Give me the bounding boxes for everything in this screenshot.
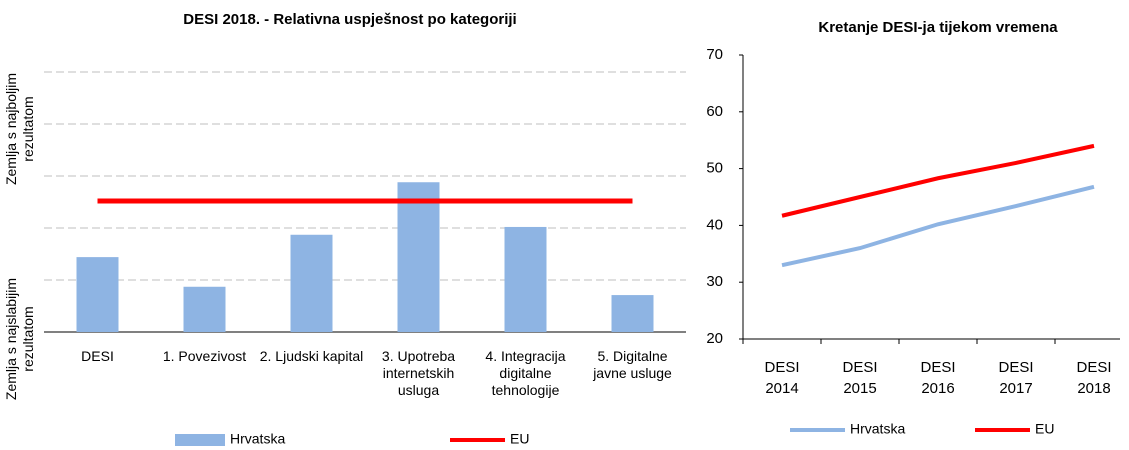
legend-label: Hrvatska <box>230 431 285 447</box>
x-tick-label: DESI <box>81 348 114 364</box>
line <box>781 184 1095 268</box>
x-tick-label: 4. Integracija digitalne tehnologije <box>485 348 566 398</box>
x-tick-label: DESI 2018 <box>1076 359 1112 397</box>
y-tick-label: 20 <box>706 330 723 347</box>
x-tick-label: 2. Ljudski kapital <box>259 348 364 364</box>
line <box>781 143 1095 218</box>
x-tick-label: 1. Povezivost <box>162 348 247 364</box>
x-tick-label: 3. Upotreba internetskih usluga <box>381 348 456 398</box>
bar <box>611 295 654 332</box>
legend-swatch <box>175 434 225 446</box>
y-tick-label: 40 <box>706 216 723 233</box>
x-tick-label: DESI 2017 <box>998 359 1034 397</box>
x-tick-label: DESI 2016 <box>920 359 956 397</box>
legend-label: EU <box>1035 421 1054 437</box>
x-tick-label: DESI 2015 <box>842 359 878 397</box>
bar <box>397 182 440 332</box>
chart-title: Kretanje DESI-ja tijekom vremena <box>818 19 1058 36</box>
x-tick-label: DESI 2014 <box>764 359 800 397</box>
legend-label: EU <box>510 431 529 447</box>
bar <box>183 286 226 332</box>
bar <box>290 234 333 332</box>
y-tick-label: 30 <box>706 273 723 290</box>
y-tick-label: 70 <box>706 46 723 63</box>
y-axis-label: Zemlja s najboljim rezultatom <box>3 72 36 186</box>
y-axis-label: Zemlja s najslabijim rezultatom <box>3 277 36 401</box>
bar <box>504 226 547 332</box>
bar <box>76 257 119 332</box>
x-tick-label: 5. Digitalne javne usluge <box>593 348 672 381</box>
y-tick-label: 60 <box>706 103 723 120</box>
chart-title: DESI 2018. - Relativna uspješnost po kat… <box>183 11 516 28</box>
legend-label: Hrvatska <box>850 421 905 437</box>
y-tick-label: 50 <box>706 160 723 177</box>
